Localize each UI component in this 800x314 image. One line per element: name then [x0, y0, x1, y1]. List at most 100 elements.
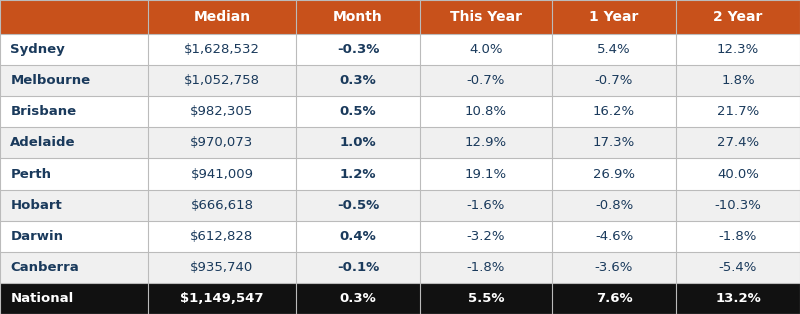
Text: 7.6%: 7.6%: [596, 292, 632, 305]
Bar: [296, 221, 420, 252]
Text: $1,149,547: $1,149,547: [180, 292, 264, 305]
Bar: [676, 0, 800, 34]
Text: 26.9%: 26.9%: [593, 167, 635, 181]
Text: 10.8%: 10.8%: [465, 105, 507, 118]
Bar: [552, 96, 676, 127]
Text: 1.8%: 1.8%: [721, 74, 755, 87]
Bar: [676, 283, 800, 314]
Text: 21.7%: 21.7%: [717, 105, 759, 118]
Text: 40.0%: 40.0%: [717, 167, 759, 181]
Bar: [0, 127, 148, 159]
Bar: [420, 283, 552, 314]
Bar: [296, 252, 420, 283]
Text: $935,740: $935,740: [190, 261, 254, 274]
Text: $612,828: $612,828: [190, 230, 254, 243]
Text: $1,052,758: $1,052,758: [184, 74, 260, 87]
Text: 2 Year: 2 Year: [714, 10, 762, 24]
Text: -10.3%: -10.3%: [714, 199, 762, 212]
Text: 12.9%: 12.9%: [465, 136, 507, 149]
Bar: [148, 159, 296, 190]
Text: 19.1%: 19.1%: [465, 167, 507, 181]
Text: 27.4%: 27.4%: [717, 136, 759, 149]
Bar: [148, 65, 296, 96]
Bar: [296, 65, 420, 96]
Bar: [148, 221, 296, 252]
Text: -1.8%: -1.8%: [719, 230, 757, 243]
Text: 17.3%: 17.3%: [593, 136, 635, 149]
Text: 4.0%: 4.0%: [470, 43, 502, 56]
Bar: [420, 221, 552, 252]
Bar: [676, 252, 800, 283]
Text: 0.4%: 0.4%: [340, 230, 376, 243]
Bar: [0, 190, 148, 221]
Bar: [148, 34, 296, 65]
Text: Adelaide: Adelaide: [10, 136, 76, 149]
Bar: [676, 190, 800, 221]
Bar: [420, 0, 552, 34]
Bar: [148, 252, 296, 283]
Text: National: National: [10, 292, 74, 305]
Bar: [552, 190, 676, 221]
Text: 12.3%: 12.3%: [717, 43, 759, 56]
Text: 5.5%: 5.5%: [468, 292, 504, 305]
Bar: [0, 252, 148, 283]
Text: -0.1%: -0.1%: [337, 261, 379, 274]
Bar: [148, 283, 296, 314]
Text: -0.7%: -0.7%: [467, 74, 505, 87]
Bar: [296, 190, 420, 221]
Bar: [552, 159, 676, 190]
Text: Perth: Perth: [10, 167, 51, 181]
Text: 13.2%: 13.2%: [715, 292, 761, 305]
Text: -0.8%: -0.8%: [595, 199, 633, 212]
Text: -3.6%: -3.6%: [595, 261, 633, 274]
Bar: [296, 0, 420, 34]
Bar: [420, 96, 552, 127]
Bar: [296, 127, 420, 159]
Text: Darwin: Darwin: [10, 230, 63, 243]
Bar: [552, 221, 676, 252]
Bar: [676, 159, 800, 190]
Bar: [552, 127, 676, 159]
Bar: [420, 159, 552, 190]
Text: 5.4%: 5.4%: [597, 43, 631, 56]
Bar: [296, 34, 420, 65]
Bar: [0, 159, 148, 190]
Bar: [676, 127, 800, 159]
Bar: [0, 65, 148, 96]
Bar: [420, 65, 552, 96]
Text: -5.4%: -5.4%: [719, 261, 757, 274]
Text: Brisbane: Brisbane: [10, 105, 77, 118]
Text: -0.5%: -0.5%: [337, 199, 379, 212]
Bar: [420, 127, 552, 159]
Bar: [420, 190, 552, 221]
Bar: [296, 159, 420, 190]
Text: Melbourne: Melbourne: [10, 74, 90, 87]
Bar: [0, 96, 148, 127]
Text: -0.7%: -0.7%: [595, 74, 633, 87]
Bar: [148, 127, 296, 159]
Text: -1.8%: -1.8%: [467, 261, 505, 274]
Text: $941,009: $941,009: [190, 167, 254, 181]
Text: $970,073: $970,073: [190, 136, 254, 149]
Text: 0.5%: 0.5%: [340, 105, 376, 118]
Text: 1.0%: 1.0%: [340, 136, 376, 149]
Bar: [0, 0, 148, 34]
Bar: [676, 34, 800, 65]
Bar: [0, 283, 148, 314]
Bar: [420, 252, 552, 283]
Bar: [676, 221, 800, 252]
Bar: [552, 283, 676, 314]
Text: Month: Month: [333, 10, 383, 24]
Bar: [296, 283, 420, 314]
Bar: [552, 34, 676, 65]
Bar: [552, 65, 676, 96]
Text: $666,618: $666,618: [190, 199, 254, 212]
Text: 1 Year: 1 Year: [590, 10, 638, 24]
Bar: [552, 252, 676, 283]
Text: -3.2%: -3.2%: [466, 230, 506, 243]
Text: -1.6%: -1.6%: [467, 199, 505, 212]
Bar: [296, 96, 420, 127]
Bar: [676, 96, 800, 127]
Text: 1.2%: 1.2%: [340, 167, 376, 181]
Text: Median: Median: [194, 10, 250, 24]
